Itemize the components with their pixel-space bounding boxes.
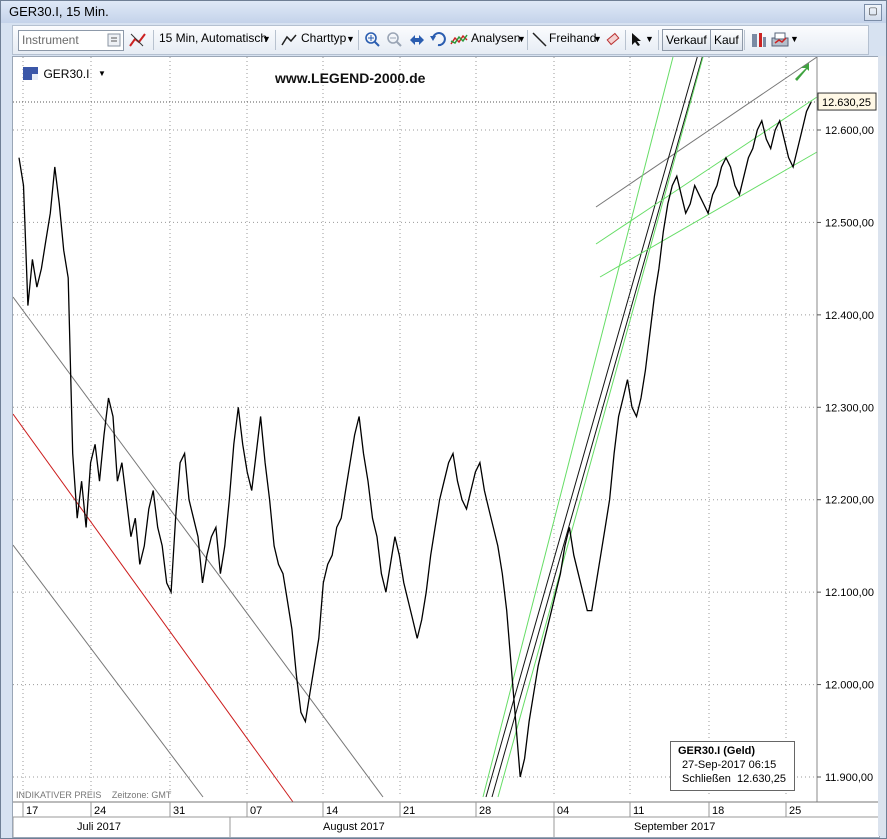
trend-arrow-icon [795,63,809,81]
x-tick-label: 07 [250,805,262,817]
title-bar: GER30.I, 15 Min. ▢ [1,1,886,23]
undo-icon[interactable] [429,30,447,48]
cfd-icon [23,66,38,80]
settings-tools-icon[interactable] [750,31,768,49]
x-tick-label: 28 [479,805,491,817]
x-tick-label: 04 [557,805,569,817]
trend-line [595,57,818,208]
y-tick-label: 12.200,00 [825,495,874,507]
trend-lines [13,57,818,803]
chevron-down-icon[interactable]: ▼ [645,34,654,44]
verkauf-button[interactable]: Verkauf [662,29,711,51]
analysen-dropdown[interactable]: Analysen [471,31,521,45]
chevron-down-icon[interactable]: ▼ [97,69,106,79]
indicative-price-label: INDIKATIVER PREIS Zeitzone: GMT [16,790,171,800]
separator [153,30,154,50]
y-axis: 11.900,00 12.000,00 12.100,00 12.200,00 12.3… [816,57,879,802]
x-tick-label: 25 [789,805,801,817]
x-tick-label: 18 [712,805,724,817]
instrument-placeholder: Instrument [22,33,79,47]
toolbar: Instrument 15 Min, Automatisch ▼ Chartty… [12,25,869,55]
watermark: www.LEGEND-2000.de [275,70,426,86]
x-tick-label: 21 [403,805,415,817]
chevron-down-icon[interactable]: ▼ [517,34,526,44]
grid [13,57,817,797]
month-label: Juli 2017 [77,821,121,833]
scroll-move-icon[interactable] [408,31,426,48]
close-icon[interactable]: ▢ [864,4,882,21]
chevron-down-icon[interactable]: ▼ [262,34,271,44]
y-axis-bg [818,57,879,802]
symbol-label: GER30.I [43,66,90,81]
x-tick-label: 11 [633,805,644,817]
trend-line [485,57,698,798]
line-chart-icon [281,34,297,46]
y-tick-label: 12.300,00 [825,402,874,414]
zoom-in-icon[interactable] [364,31,380,48]
x-axis: 17 24 31 07 14 21 28 04 11 18 25 Juli 2017 August 20… [13,801,879,837]
freihand-dropdown[interactable]: Freihand [549,31,597,45]
compare-icon[interactable] [128,31,148,49]
separator [358,30,359,50]
y-tick-label: 12.100,00 [825,587,874,599]
chevron-down-icon[interactable]: ▼ [790,34,799,44]
info-title: GER30.I (Geld) [678,745,756,757]
month-label: September 2017 [634,821,715,833]
cursor-icon[interactable] [631,32,643,47]
info-box: GER30.I (Geld) 27-Sep-2017 06:15 Schließ… [670,741,795,791]
month-label: August 2017 [323,821,385,833]
separator [527,30,528,50]
analysis-icon [450,34,468,45]
y-tick-label: 12.000,00 [825,680,874,692]
price-chart[interactable]: 11.900,00 12.000,00 12.100,00 12.200,00 12.3… [13,57,879,837]
price-series [18,102,812,778]
y-tick-label: 12.600,00 [825,125,874,137]
x-tick-label: 17 [26,805,38,817]
current-price-tag [817,92,877,111]
overlay [795,63,809,81]
price-line [18,102,812,778]
timezone-text: Zeitzone: GMT [111,790,172,800]
trend-line [491,57,703,798]
chevron-down-icon[interactable]: ▼ [593,34,602,44]
trend-line [13,296,384,798]
trend-line [595,96,818,245]
x-tick-label: 14 [326,805,338,817]
x-tick-label: 24 [94,805,106,817]
separator [744,30,745,50]
y-tick-label: 12.400,00 [825,310,874,322]
info-close-value: 12.630,25 [737,773,786,785]
window-title: GER30.I, 15 Min. [9,4,109,19]
vertical-scrollbar[interactable] [878,56,886,836]
separator [625,30,626,50]
separator [658,30,659,50]
freehand-line-icon [532,32,547,47]
indicative-text: INDIKATIVER PREIS [16,790,102,800]
chevron-down-icon[interactable]: ▼ [346,34,355,44]
x-axis-bg [13,802,879,837]
zoom-out-icon[interactable] [386,31,402,48]
kauf-button[interactable]: Kauf [710,29,743,51]
interval-dropdown[interactable]: 15 Min, Automatisch [159,31,268,45]
trend-line [599,151,818,278]
symbol-label-wrap[interactable]: GER30.I ▼ [23,65,106,83]
y-tick-label: 11.900,00 [825,772,873,784]
trend-line [13,544,204,798]
trend-line [497,57,704,798]
instrument-input[interactable]: Instrument [18,30,124,51]
current-price-text: 12.630,25 [822,97,871,109]
trend-line [13,413,294,803]
instrument-list-icon[interactable] [107,33,121,47]
x-tick-label: 31 [173,805,185,817]
trend-line [482,57,674,798]
print-icon[interactable] [770,31,790,49]
charttype-dropdown[interactable]: Charttyp [301,31,347,45]
info-close-label: Schließen [682,773,731,785]
info-date: 27-Sep-2017 06:15 [682,759,777,771]
chart-area[interactable]: 11.900,00 12.000,00 12.100,00 12.200,00 12.3… [12,56,880,838]
y-tick-label: 12.500,00 [825,217,874,229]
eraser-icon[interactable] [605,31,621,47]
separator [275,30,276,50]
